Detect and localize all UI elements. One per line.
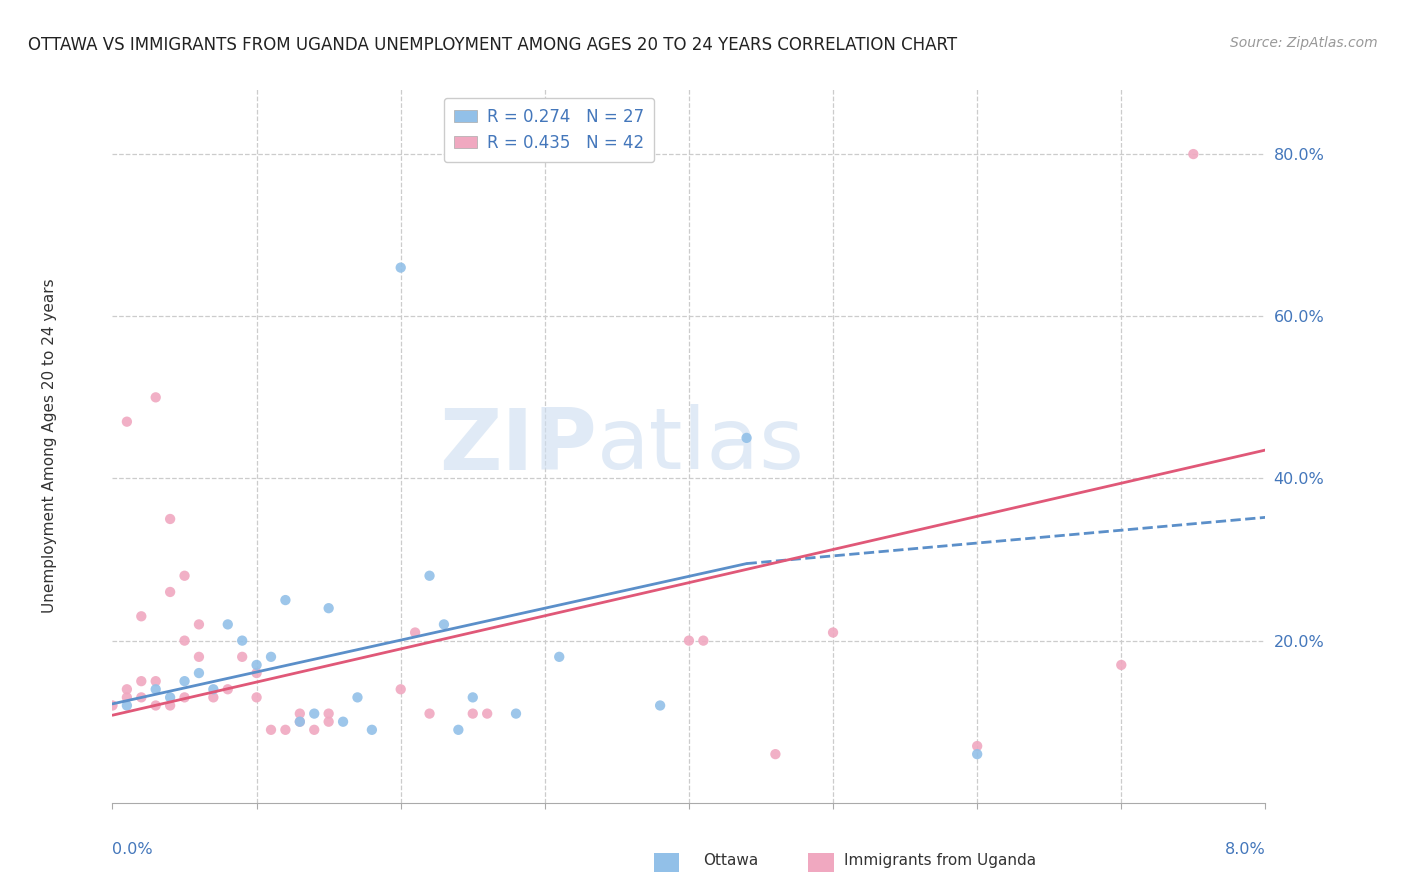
Point: [389, 682, 412, 697]
Point: [475, 706, 498, 721]
Point: [318, 601, 340, 615]
Point: [129, 674, 153, 689]
Point: [648, 698, 672, 713]
Point: [159, 512, 181, 526]
Point: [505, 706, 527, 721]
Point: [202, 690, 225, 705]
Text: 0.0%: 0.0%: [112, 842, 153, 856]
Point: [304, 723, 326, 737]
Point: [145, 674, 167, 689]
Point: [332, 714, 354, 729]
Text: 8.0%: 8.0%: [1225, 842, 1265, 856]
Point: [173, 690, 195, 705]
Text: atlas: atlas: [596, 404, 804, 488]
Point: [274, 593, 297, 607]
Point: [159, 698, 181, 713]
Point: [288, 706, 311, 721]
Point: [115, 690, 138, 705]
Point: [245, 657, 267, 672]
Point: [159, 585, 181, 599]
Point: [346, 690, 368, 705]
Point: [692, 633, 714, 648]
Point: [217, 682, 239, 697]
Point: [318, 706, 340, 721]
Point: [274, 723, 297, 737]
Point: [966, 739, 988, 753]
Point: [202, 682, 225, 697]
Point: [217, 617, 239, 632]
Text: Unemployment Among Ages 20 to 24 years: Unemployment Among Ages 20 to 24 years: [42, 278, 56, 614]
Point: [101, 698, 124, 713]
Point: [245, 690, 267, 705]
Point: [159, 690, 181, 705]
Text: Ottawa: Ottawa: [703, 854, 758, 868]
Point: [129, 609, 153, 624]
Point: [548, 649, 571, 664]
Point: [245, 666, 267, 681]
Point: [188, 617, 211, 632]
Point: [115, 698, 138, 713]
Point: [821, 625, 844, 640]
Point: [389, 260, 412, 275]
Point: [735, 431, 758, 445]
Point: [966, 747, 988, 761]
Point: [461, 690, 484, 705]
Text: Immigrants from Uganda: Immigrants from Uganda: [844, 854, 1036, 868]
Point: [360, 723, 382, 737]
Legend: R = 0.274   N = 27, R = 0.435   N = 42: R = 0.274 N = 27, R = 0.435 N = 42: [444, 97, 654, 161]
Point: [404, 625, 426, 640]
Point: [433, 617, 456, 632]
Point: [419, 706, 441, 721]
Point: [115, 682, 138, 697]
Point: [304, 706, 326, 721]
Point: [260, 649, 283, 664]
Point: [173, 568, 195, 582]
Point: [765, 747, 787, 761]
Point: [288, 714, 311, 729]
Point: [288, 714, 311, 729]
Point: [173, 674, 195, 689]
Text: OTTAWA VS IMMIGRANTS FROM UGANDA UNEMPLOYMENT AMONG AGES 20 TO 24 YEARS CORRELAT: OTTAWA VS IMMIGRANTS FROM UGANDA UNEMPLO…: [28, 36, 957, 54]
Point: [678, 633, 700, 648]
Point: [260, 723, 283, 737]
Point: [318, 714, 340, 729]
Text: ZIP: ZIP: [439, 404, 596, 488]
Point: [231, 649, 253, 664]
Point: [231, 633, 253, 648]
Text: Source: ZipAtlas.com: Source: ZipAtlas.com: [1230, 36, 1378, 50]
Point: [115, 415, 138, 429]
Point: [1111, 657, 1133, 672]
Point: [129, 690, 153, 705]
Point: [1182, 147, 1205, 161]
Point: [145, 390, 167, 404]
Point: [447, 723, 470, 737]
Point: [145, 698, 167, 713]
Point: [188, 649, 211, 664]
Point: [173, 633, 195, 648]
Point: [145, 682, 167, 697]
Point: [188, 666, 211, 681]
Point: [419, 568, 441, 582]
Point: [461, 706, 484, 721]
